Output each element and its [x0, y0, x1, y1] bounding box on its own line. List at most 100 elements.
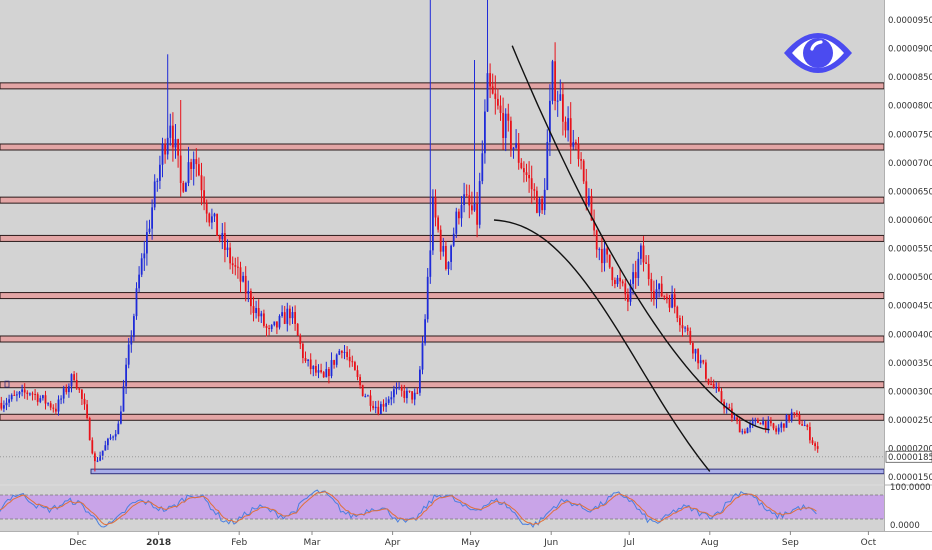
time-tick-label: Oct [861, 538, 877, 548]
candle [361, 384, 364, 397]
candle [421, 336, 424, 375]
candle [762, 417, 764, 426]
candle [450, 244, 452, 271]
candle [569, 102, 572, 164]
candle [328, 366, 330, 384]
candle [374, 401, 377, 414]
candle [315, 359, 317, 376]
candle [257, 299, 260, 322]
candle [205, 199, 208, 223]
candle [107, 437, 109, 450]
candle [83, 393, 86, 410]
candle [790, 408, 793, 423]
candle [309, 353, 312, 375]
candle [650, 272, 653, 302]
candle [55, 403, 57, 415]
candle [348, 349, 351, 368]
candle [507, 103, 510, 132]
candle [606, 245, 608, 263]
time-tick-label: 2018 [146, 538, 171, 548]
candle [190, 158, 192, 181]
candle [5, 397, 8, 411]
oscillator-axis: 100.0000 0.0000 [890, 483, 931, 531]
candle [764, 420, 767, 433]
candle [572, 129, 575, 150]
candle [16, 391, 18, 402]
candle [78, 387, 81, 393]
candle [559, 79, 562, 101]
candle [367, 394, 369, 397]
resistance-zone [0, 234, 885, 242]
time-axis[interactable]: Dec 2018 Feb Mar Apr May Jun Jul Aug Sep Oct [69, 531, 877, 548]
candle [536, 186, 538, 214]
candle [588, 188, 590, 208]
candle [47, 402, 49, 407]
candle [629, 279, 632, 306]
candle [533, 183, 536, 201]
candle [208, 212, 211, 227]
candle [616, 275, 619, 287]
candle [304, 351, 307, 363]
candle [120, 405, 122, 425]
candle [705, 359, 707, 382]
candle [686, 324, 689, 336]
candle [385, 397, 387, 412]
candle [621, 279, 624, 287]
candle [556, 90, 559, 117]
candle [187, 146, 190, 187]
candle [130, 330, 133, 353]
candle [406, 387, 408, 404]
time-tick-label: Sep [782, 538, 799, 548]
candles [0, 0, 819, 472]
candle [174, 123, 177, 159]
time-tick-label: Mar [304, 538, 321, 548]
candle [567, 106, 569, 142]
candle [640, 243, 642, 265]
candle [715, 382, 718, 393]
candle [99, 451, 101, 462]
candle [673, 288, 676, 314]
candle [497, 88, 499, 110]
candle [140, 253, 143, 278]
candle [720, 388, 723, 404]
candle [663, 295, 666, 301]
candle [627, 288, 629, 312]
candle [166, 54, 169, 160]
candle [694, 348, 697, 362]
candle [541, 195, 543, 214]
horizontal-zones [0, 82, 885, 475]
candle [751, 417, 754, 429]
candle [595, 229, 598, 258]
candle [10, 393, 13, 402]
candle [460, 196, 463, 227]
candle [31, 391, 34, 401]
candle [575, 139, 577, 150]
upper-trendline [511, 45, 770, 431]
candle [801, 420, 803, 426]
resistance-zone [0, 292, 885, 300]
candle [603, 240, 606, 272]
candle [234, 257, 237, 276]
candle [426, 268, 429, 323]
candle [637, 251, 640, 286]
candle [666, 293, 668, 304]
candle [775, 425, 777, 435]
candle [432, 189, 434, 255]
zone-marker [4, 380, 10, 388]
oscillator-band [0, 495, 884, 519]
candle [346, 346, 348, 361]
candle [96, 456, 99, 463]
candle [736, 415, 738, 425]
candle [520, 158, 523, 170]
candle [473, 60, 476, 212]
candle [754, 417, 757, 427]
candle [242, 271, 244, 283]
candle [645, 255, 647, 264]
candle [70, 373, 73, 393]
